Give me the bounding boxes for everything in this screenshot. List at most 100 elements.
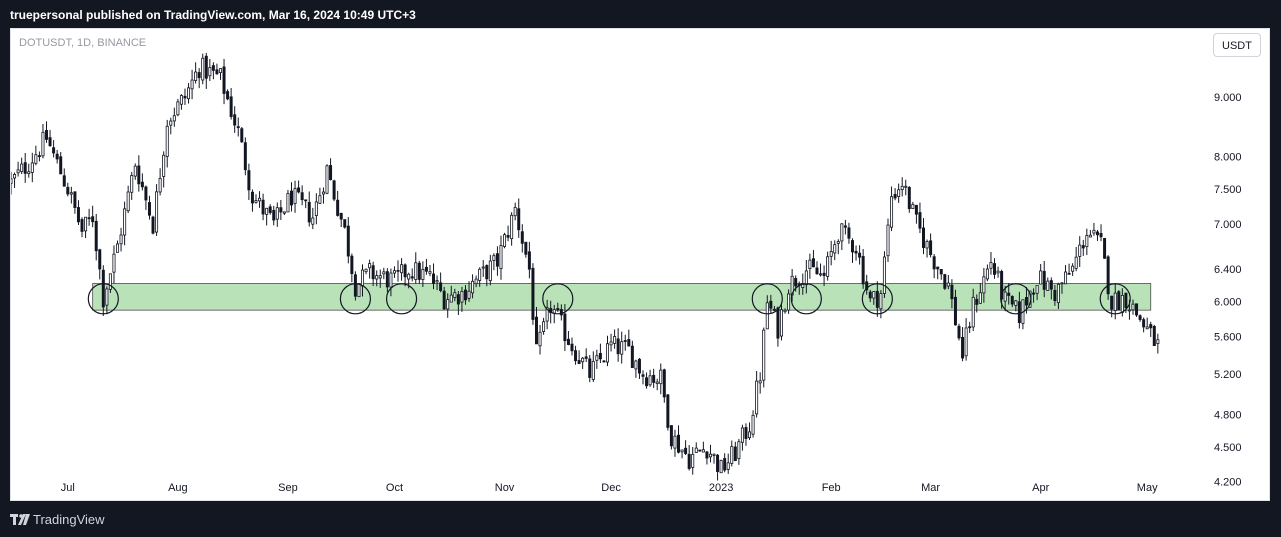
candle-body <box>179 95 183 105</box>
candle <box>261 193 265 221</box>
candle-body <box>474 278 478 285</box>
candle-body <box>456 294 460 305</box>
candle <box>733 441 737 462</box>
candle <box>559 304 563 321</box>
candle-body <box>740 427 744 443</box>
candle-body <box>463 289 467 301</box>
candle <box>80 217 84 238</box>
candle <box>1085 228 1089 256</box>
candle <box>101 265 105 316</box>
candle <box>218 68 222 80</box>
candle-body <box>403 264 407 278</box>
brand-name: TradingView <box>33 512 105 527</box>
touch-marker-circle[interactable] <box>339 283 372 315</box>
candle-body <box>147 202 151 216</box>
candle-body <box>169 120 173 126</box>
support-zone[interactable] <box>92 283 1152 311</box>
candle-body <box>247 170 251 191</box>
candle <box>435 275 439 291</box>
candle <box>59 152 63 175</box>
candle-body <box>1003 291 1007 302</box>
candle <box>978 283 982 304</box>
candle <box>804 259 808 294</box>
publish-header: truepersonal published on TradingView.co… <box>0 0 1281 28</box>
candle-body <box>1142 319 1146 328</box>
candle-body <box>779 309 783 337</box>
candle-body <box>694 447 698 453</box>
touch-marker-circle[interactable] <box>542 283 574 315</box>
time-axis-label: Nov <box>495 482 515 494</box>
touch-marker-circle[interactable] <box>790 283 822 315</box>
candle-body <box>595 355 599 361</box>
candle-body <box>719 460 723 474</box>
candle-body <box>605 343 610 363</box>
candle <box>964 318 968 361</box>
candle-body <box>41 131 45 157</box>
candle-body <box>1099 233 1103 238</box>
touch-marker-circle[interactable] <box>861 283 893 315</box>
candle-body <box>964 327 968 357</box>
publish-text: truepersonal published on TradingView.co… <box>10 8 416 22</box>
candle <box>325 164 329 195</box>
candle-body <box>687 453 691 469</box>
candle-body <box>939 268 943 275</box>
candle <box>826 251 830 281</box>
candle-body <box>520 231 524 244</box>
candle-body <box>361 269 365 287</box>
candle-body <box>73 191 77 208</box>
candle <box>769 294 773 313</box>
candle <box>94 213 98 261</box>
candle-body <box>439 282 443 291</box>
candle-body <box>623 340 627 342</box>
candle-body <box>510 214 514 240</box>
candle <box>737 438 741 465</box>
candle <box>1067 263 1071 275</box>
candle-body <box>808 259 812 269</box>
candle <box>982 267 986 303</box>
candle-body <box>410 276 414 279</box>
touch-marker-circle[interactable] <box>87 283 119 315</box>
candle-body <box>872 291 876 299</box>
candle-body <box>382 271 386 275</box>
candle <box>48 129 52 147</box>
candle-body <box>428 271 432 274</box>
candle <box>669 425 673 450</box>
candle-body <box>13 174 17 179</box>
candle <box>179 94 183 110</box>
candle <box>708 444 712 463</box>
touch-marker-circle[interactable] <box>1099 283 1131 315</box>
candle-body <box>602 360 606 363</box>
candle <box>655 378 659 391</box>
candle <box>762 327 766 388</box>
candle <box>701 441 705 453</box>
candle <box>304 199 308 209</box>
candle-body <box>946 282 950 287</box>
currency-button[interactable]: USDT <box>1213 33 1261 57</box>
price-axis-label: 7.000 <box>1214 219 1242 231</box>
candle-body <box>1088 234 1092 238</box>
candle <box>87 208 91 226</box>
candle-body <box>758 380 762 384</box>
candle-body <box>311 217 315 225</box>
candle <box>570 337 574 356</box>
candle <box>829 240 833 266</box>
candle-body <box>396 269 400 272</box>
candle <box>478 267 482 287</box>
candle <box>1142 317 1146 333</box>
candle-body <box>126 191 130 212</box>
touch-marker-circle[interactable] <box>751 283 783 315</box>
candle-body <box>943 274 947 289</box>
candle-body <box>659 369 663 385</box>
candle <box>410 268 414 282</box>
price-chart[interactable]: 9.000 8.000 7.500 7.000 6.400 6.000 5.600 5.200… <box>11 29 1269 500</box>
candle <box>282 211 286 216</box>
touch-marker-circle[interactable] <box>1000 283 1032 315</box>
candle <box>1003 285 1007 312</box>
candle <box>542 317 546 335</box>
touch-marker-circle[interactable] <box>385 283 418 315</box>
candle-body <box>442 290 446 310</box>
candle <box>41 123 45 159</box>
candle-body <box>914 204 918 215</box>
candle <box>886 218 890 262</box>
chart-panel[interactable]: 9.000 8.000 7.500 7.000 6.400 6.000 5.600 5.200… <box>10 28 1270 501</box>
